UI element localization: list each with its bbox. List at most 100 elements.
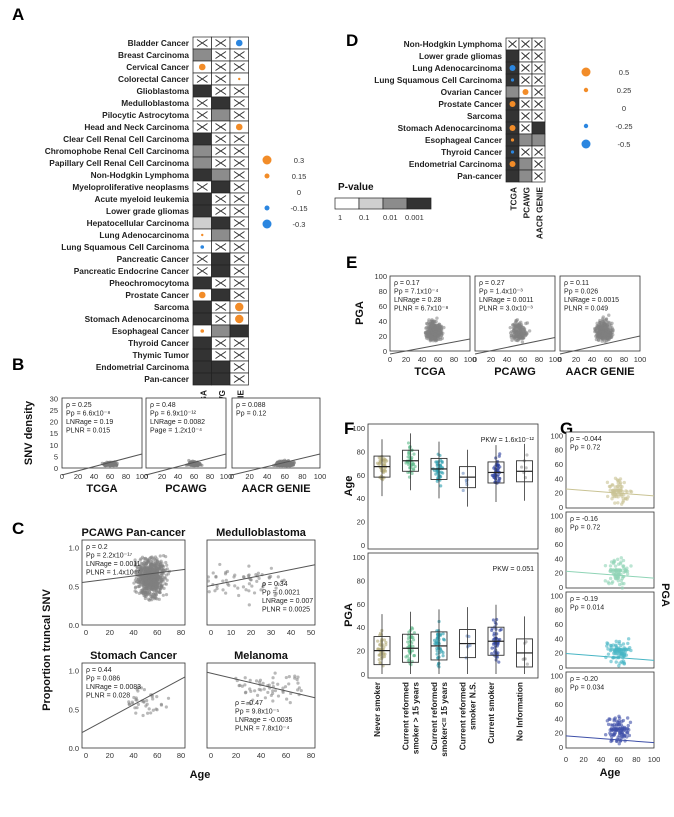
- heatmap-d-na-mark: [508, 40, 517, 48]
- scatter-point: [607, 313, 611, 317]
- category-label: Current reformed: [458, 682, 468, 750]
- x-tick: 40: [129, 628, 137, 637]
- scatter-point: [613, 501, 617, 505]
- heatmap-d-row-label: Sarcoma: [467, 111, 502, 121]
- scatter-point: [271, 689, 275, 693]
- scatter-point: [433, 327, 438, 331]
- scatter-point: [145, 584, 149, 588]
- scatter-point: [603, 332, 608, 336]
- heatmap-d-na-mark: [521, 124, 530, 132]
- heatmap-a-row-label: Lung Squamous Cell Carcinoma: [61, 242, 189, 252]
- scatter-point: [606, 652, 611, 656]
- scatter-point: [141, 713, 145, 718]
- y-tick: 60: [555, 460, 563, 469]
- scatter-point: [133, 558, 137, 562]
- x-tick: 20: [572, 355, 580, 364]
- scatter-point: [155, 559, 159, 564]
- scatter-point: [284, 675, 288, 680]
- y-tick: 0.5: [69, 582, 79, 591]
- scatter-point: [605, 327, 609, 331]
- scatter-point: [261, 585, 265, 589]
- scatter-point: [606, 647, 610, 651]
- heatmap-d-cell: [505, 109, 520, 123]
- scatter-point: [136, 577, 140, 581]
- scatter-point: [617, 664, 621, 668]
- scatter-point: [136, 689, 140, 693]
- heatmap-a-cell: [211, 96, 231, 110]
- subplot-title: Melanoma: [234, 650, 289, 662]
- scatter-point: [439, 337, 443, 342]
- scatter-point: [608, 564, 613, 568]
- heatmap-d-row-label: Lower grade gliomas: [419, 51, 502, 61]
- legend-d-dot: [581, 139, 591, 149]
- y-tick: 40: [555, 474, 563, 483]
- category-label: Current reformed: [401, 682, 411, 750]
- scatter-point: [136, 581, 141, 585]
- stat-text: Pρ = 0.12: [236, 411, 266, 418]
- boxplot-point: [467, 634, 471, 639]
- scatter-point: [622, 480, 626, 485]
- scatter-point: [610, 581, 614, 585]
- boxplot-point: [490, 626, 494, 631]
- heatmap-a-cell: [192, 336, 212, 350]
- boxplot-point: [440, 460, 444, 465]
- scatter-point: [603, 579, 608, 583]
- scatter-point: [127, 702, 132, 706]
- heatmap-d-na-mark: [534, 64, 543, 72]
- regression-line: [61, 453, 143, 476]
- pvalue-legend-title: P-value: [338, 182, 374, 193]
- boxplot-point: [378, 633, 382, 637]
- heatmap-a-row-label: Clear Cell Renal Cell Carcinoma: [63, 134, 189, 144]
- heatmap-a-effect-dot: [238, 77, 241, 81]
- boxplot-point: [435, 468, 439, 473]
- scatter-point: [149, 563, 153, 567]
- scatter-point: [512, 322, 517, 326]
- heatmap-d-row-label: Esophageal Cancer: [425, 135, 503, 145]
- scatter-point: [269, 693, 273, 698]
- scatter-point: [143, 570, 147, 574]
- boxplot-point: [498, 476, 502, 481]
- heatmap-a-na-mark: [215, 339, 227, 347]
- scatter-point: [624, 489, 628, 493]
- stat-text: PLNR = 0.028: [86, 693, 130, 700]
- heatmap-d-row-label: Pan-cancer: [457, 171, 503, 181]
- scatter-point: [616, 484, 620, 488]
- scatter-point: [139, 569, 144, 573]
- scatter-point: [424, 321, 429, 326]
- stat-text: ρ = -0.47: [235, 700, 263, 707]
- stat-text: Pρ = 0.0021: [262, 590, 300, 597]
- scatter-point: [164, 555, 168, 559]
- boxplot-frame: [367, 552, 539, 679]
- scatter-point: [281, 690, 285, 694]
- scatter-point: [247, 589, 251, 593]
- x-tick: 100: [648, 755, 661, 764]
- boxplot-point: [410, 649, 415, 653]
- scatter-point: [615, 723, 619, 727]
- heatmap-d-row-label: Thyroid Cancer: [441, 147, 503, 157]
- subplot-frame: [565, 511, 655, 589]
- heatmap-a-na-mark: [215, 147, 227, 155]
- scatter-point: [617, 639, 622, 644]
- heatmap-a-na-mark: [215, 123, 227, 131]
- legend-d-value: 0.5: [619, 68, 629, 77]
- heatmap-d-effect-dot: [522, 89, 529, 95]
- scatter-point: [115, 461, 119, 466]
- scatter-point: [625, 566, 629, 570]
- boxplot-point: [439, 470, 443, 474]
- boxplot-point: [383, 469, 388, 473]
- regression-line: [389, 338, 471, 355]
- scatter-point: [255, 693, 260, 697]
- heatmap-a-na-mark: [233, 195, 245, 203]
- heatmap-a-na-mark: [233, 99, 245, 107]
- scatter-point: [527, 329, 532, 333]
- subplot-frame: [81, 662, 186, 749]
- x-tick: 40: [418, 355, 426, 364]
- boxplot-point: [406, 658, 410, 663]
- scatter-point: [255, 579, 259, 583]
- y-tick: 1.0: [69, 544, 79, 553]
- heatmap-d-row-label: Ovarian Cancer: [441, 87, 503, 97]
- boxplot-point: [438, 463, 443, 467]
- scatter-point: [152, 582, 156, 586]
- y-axis-label-age: Age: [343, 476, 355, 497]
